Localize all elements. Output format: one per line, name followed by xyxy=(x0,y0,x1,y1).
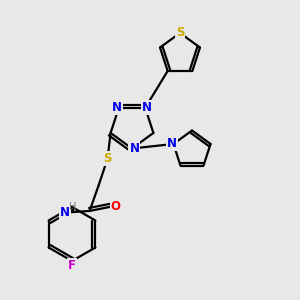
Text: N: N xyxy=(129,142,140,155)
Text: O: O xyxy=(111,200,121,213)
Text: H: H xyxy=(69,202,76,212)
Text: N: N xyxy=(112,101,122,114)
Text: N: N xyxy=(142,101,152,114)
Text: N: N xyxy=(60,206,70,219)
Text: F: F xyxy=(68,259,76,272)
Text: N: N xyxy=(167,137,177,151)
Text: S: S xyxy=(176,26,184,39)
Text: S: S xyxy=(103,152,112,165)
